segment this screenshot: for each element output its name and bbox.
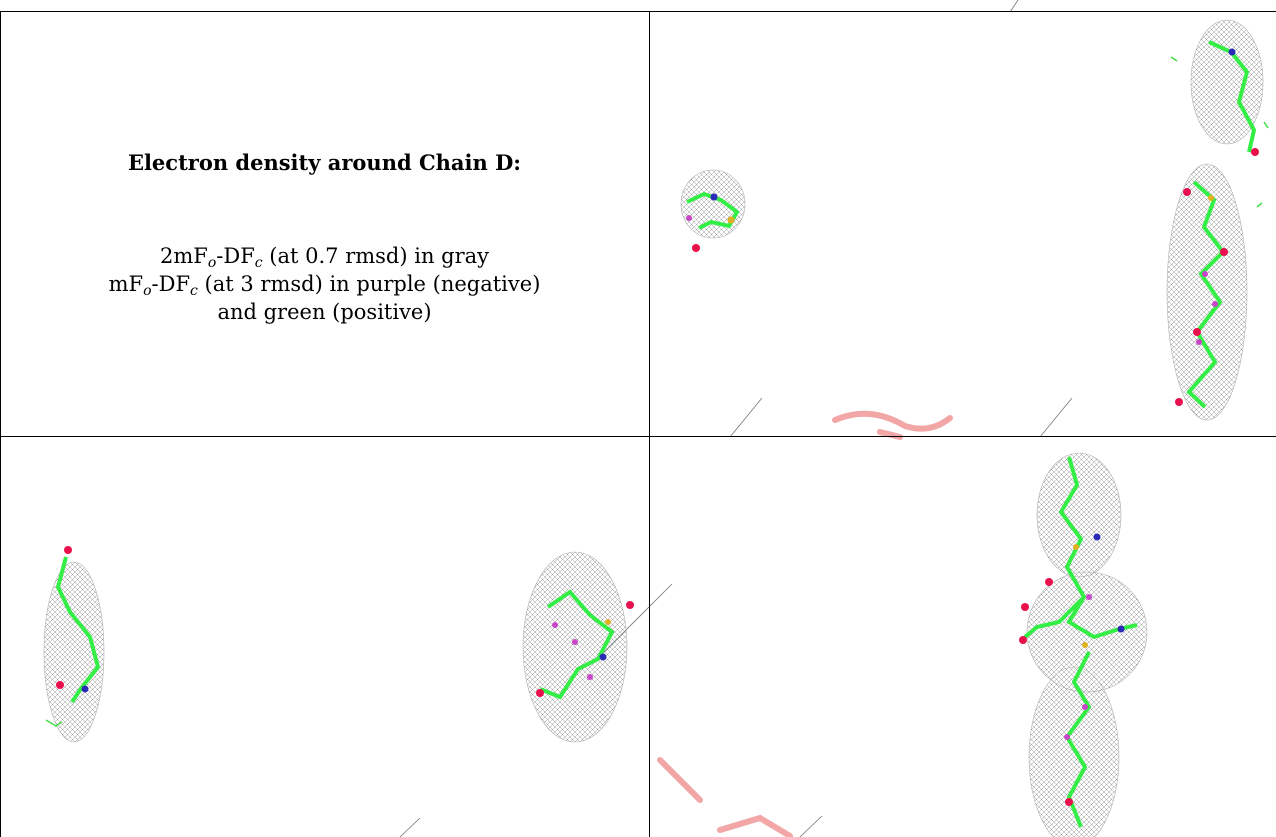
density-view-image (680, 19, 1269, 421)
legend-line-fo-fc: mFo-DFc (at 3 rmsd) in purple (negative) (108, 272, 541, 299)
bottom-left-density-view (0, 437, 649, 837)
rule-middle-horizontal (0, 436, 1276, 437)
rule-middle-vertical (649, 11, 650, 837)
caption-cell: Electron density around Chain D: 2mFo-DF… (0, 12, 649, 437)
density-view-image (1019, 452, 1148, 837)
legend-line-positive: and green (positive) (217, 300, 432, 324)
density-view-image (43, 546, 634, 743)
figure-title: Electron density around Chain D: (127, 150, 522, 175)
rule-top (0, 11, 1276, 12)
top-right-density-view (649, 12, 1276, 437)
bottom-right-density-view (649, 437, 1276, 837)
legend-line-2fo-fc: 2mFo-DFc (at 0.7 rmsd) in gray (159, 244, 490, 271)
rule-left (0, 11, 1, 837)
